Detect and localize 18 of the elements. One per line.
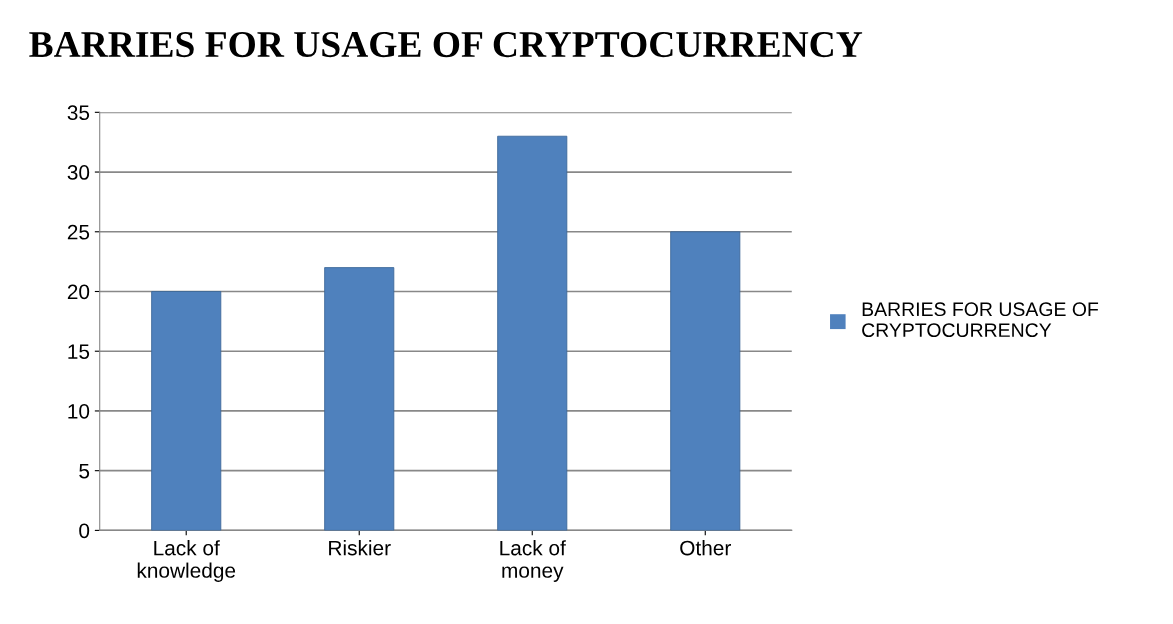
bar xyxy=(151,291,222,531)
y-tick-label: 20 xyxy=(67,284,90,300)
x-tick-label: Lack of knowledge xyxy=(137,540,236,582)
y-tick-label: 30 xyxy=(67,165,90,180)
bar xyxy=(670,231,741,531)
y-tick-label: 5 xyxy=(79,463,90,479)
x-tick-label: Riskier xyxy=(329,540,391,556)
x-tick-label: Other xyxy=(680,540,731,556)
x-tick-label: Lack of money xyxy=(500,540,566,582)
y-tick-label: 15 xyxy=(68,344,90,359)
y-tick-label: 25 xyxy=(67,224,90,240)
bar xyxy=(497,135,568,531)
legend-label: BARRIES FOR USAGE OF CRYPTOCURRENCY xyxy=(862,302,1099,338)
bar xyxy=(324,267,395,531)
chart-title: BARRIES FOR USAGE OF CRYPTOCURRENCY xyxy=(29,31,863,58)
y-tick-label: 0 xyxy=(79,523,90,539)
y-tick-label: 10 xyxy=(68,403,90,419)
y-tick-label: 35 xyxy=(67,105,90,121)
